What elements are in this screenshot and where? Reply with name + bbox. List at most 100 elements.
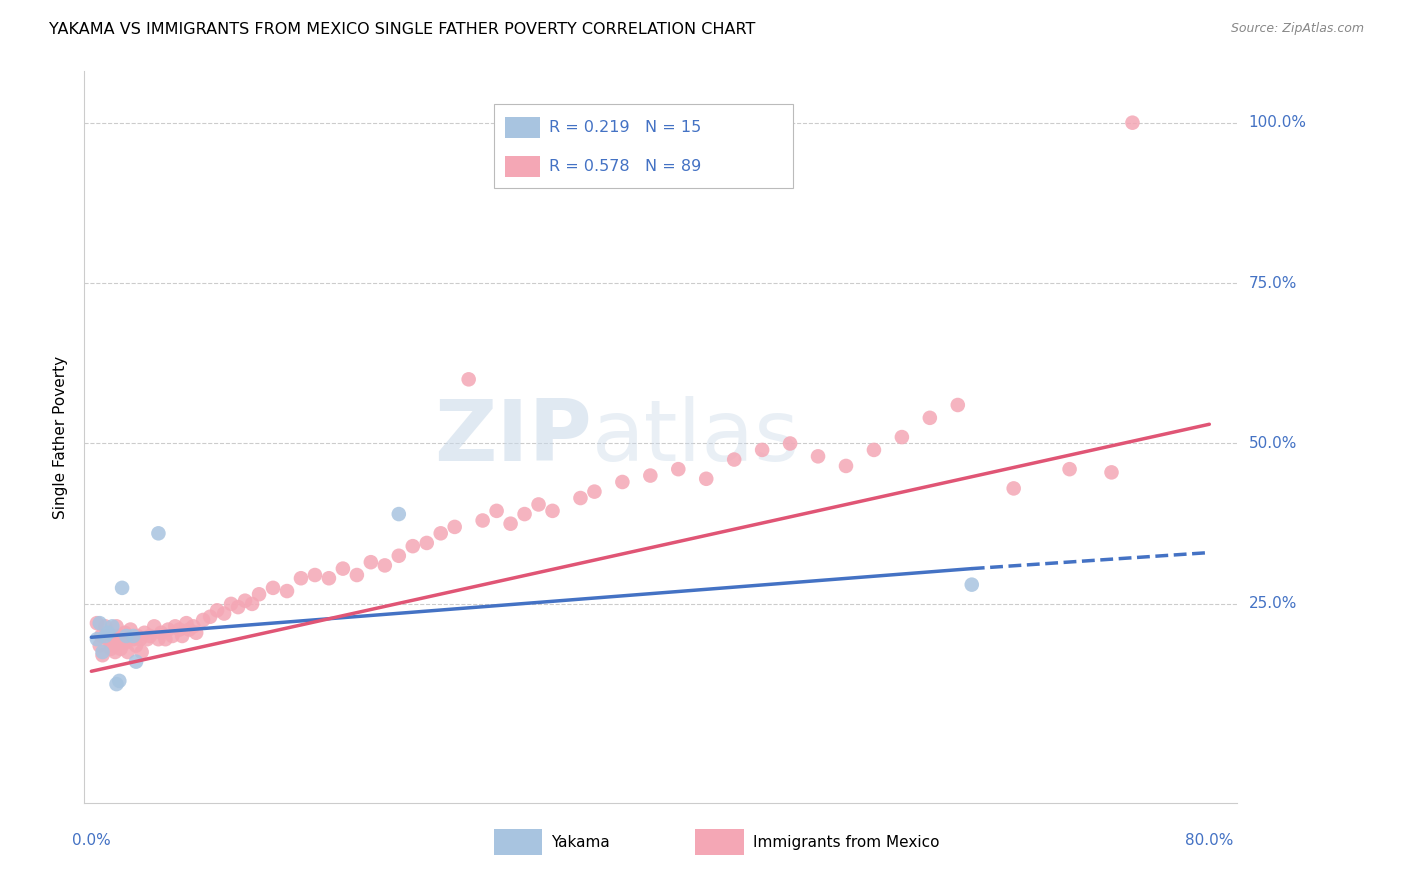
Point (110, 641, 132, 656)
Bar (494, 104, 793, 188)
Point (97, 625, 120, 640)
Point (125, 639, 148, 653)
Text: R = 0.219   N = 15: R = 0.219 N = 15 (548, 120, 702, 136)
Point (111, 581, 134, 595)
Point (569, 491, 592, 505)
Point (918, 410, 941, 425)
Text: 0.0%: 0.0% (72, 833, 111, 848)
Point (89, 616, 111, 631)
Point (103, 639, 125, 653)
Point (125, 655, 148, 669)
Point (262, 581, 284, 595)
Bar (696, 830, 744, 855)
Point (148, 526, 170, 541)
Point (332, 561, 354, 575)
Point (443, 520, 465, 534)
Text: Source: ZipAtlas.com: Source: ZipAtlas.com (1230, 22, 1364, 36)
Point (233, 593, 256, 607)
Point (304, 568, 326, 582)
Point (114, 625, 136, 640)
Point (169, 623, 191, 637)
Point (640, 468, 662, 483)
Point (186, 625, 208, 640)
Point (86, 616, 108, 631)
Y-axis label: Single Father Poverty: Single Father Poverty (53, 356, 69, 518)
Point (212, 607, 235, 621)
Point (612, 475, 634, 489)
Point (276, 584, 298, 599)
Point (97, 632, 120, 647)
Point (318, 571, 340, 585)
Point (90, 629, 112, 643)
Point (416, 536, 439, 550)
Point (148, 632, 170, 647)
Point (115, 635, 138, 649)
Point (527, 498, 550, 512)
Text: 25.0%: 25.0% (1249, 597, 1296, 611)
Point (198, 609, 221, 624)
Point (129, 632, 152, 647)
Point (117, 645, 139, 659)
Point (863, 442, 886, 457)
Point (388, 549, 411, 563)
Point (457, 372, 479, 386)
Point (890, 430, 912, 444)
Point (191, 613, 214, 627)
Point (139, 629, 162, 643)
Point (91, 645, 114, 659)
Point (100, 641, 122, 656)
Point (150, 625, 173, 640)
Bar (494, 830, 543, 855)
Point (115, 629, 138, 643)
Text: 75.0%: 75.0% (1249, 276, 1296, 291)
Point (165, 619, 187, 633)
Point (108, 673, 131, 688)
Point (179, 623, 201, 637)
Text: Immigrants from Mexico: Immigrants from Mexico (754, 835, 939, 850)
Point (374, 558, 396, 573)
Text: 50.0%: 50.0% (1249, 436, 1296, 451)
Point (485, 504, 508, 518)
Point (1121, 116, 1143, 130)
Point (105, 677, 128, 691)
Text: 100.0%: 100.0% (1249, 115, 1306, 130)
Point (666, 462, 689, 476)
Point (107, 632, 129, 647)
Point (122, 629, 145, 643)
Point (960, 577, 983, 591)
Bar (505, 156, 540, 177)
Point (176, 616, 198, 631)
Point (1002, 482, 1025, 496)
Text: Yakama: Yakama (551, 835, 610, 850)
Point (155, 632, 177, 647)
Point (101, 629, 124, 643)
Point (131, 645, 153, 659)
Bar (505, 118, 540, 138)
Point (835, 458, 858, 473)
Point (723, 452, 745, 467)
Text: YAKAMA VS IMMIGRANTS FROM MEXICO SINGLE FATHER POVERTY CORRELATION CHART: YAKAMA VS IMMIGRANTS FROM MEXICO SINGLE … (49, 22, 755, 37)
Point (94, 619, 117, 633)
Point (471, 514, 494, 528)
Point (94, 629, 117, 643)
Point (120, 623, 142, 637)
Point (108, 629, 131, 643)
Point (105, 619, 128, 633)
Text: R = 0.578   N = 89: R = 0.578 N = 89 (548, 159, 702, 174)
Point (807, 450, 830, 464)
Point (240, 597, 263, 611)
Point (388, 507, 411, 521)
Point (247, 587, 270, 601)
Point (779, 436, 801, 450)
Point (946, 398, 969, 412)
Point (101, 619, 124, 633)
Point (429, 526, 451, 541)
Point (205, 603, 228, 617)
Point (583, 484, 606, 499)
Point (157, 623, 180, 637)
Point (402, 539, 425, 553)
Point (136, 632, 159, 647)
Point (1059, 462, 1081, 476)
Point (91, 648, 114, 663)
Point (499, 516, 522, 531)
